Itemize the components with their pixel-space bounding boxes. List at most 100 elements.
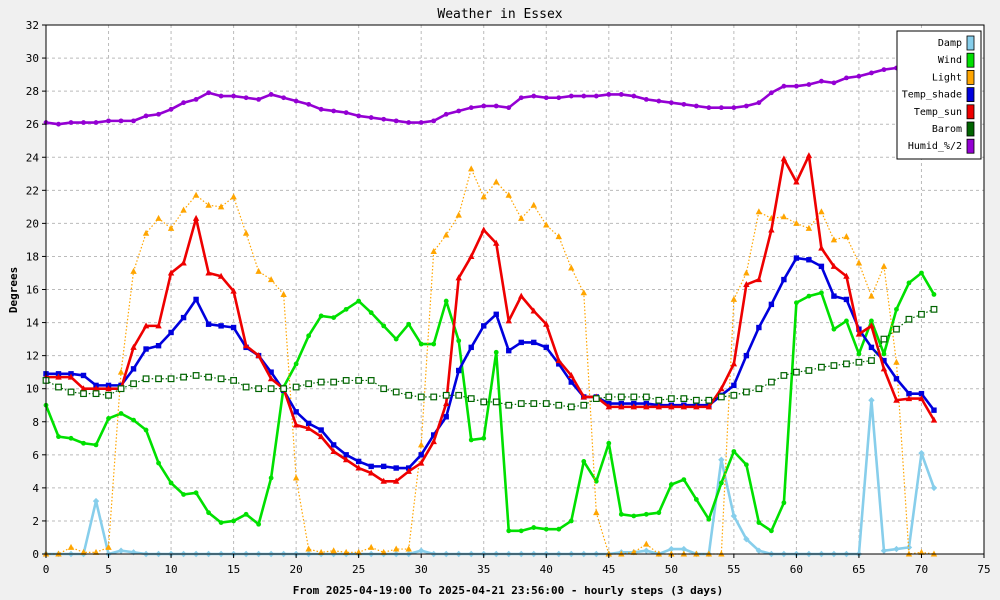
data-point — [242, 383, 250, 391]
data-point — [781, 500, 787, 506]
data-point — [680, 395, 688, 403]
data-point — [481, 435, 487, 441]
data-point — [343, 306, 349, 312]
data-point — [855, 259, 863, 266]
data-point — [843, 233, 850, 240]
legend-label: Light — [932, 72, 962, 83]
data-point — [756, 100, 762, 106]
y-tick-label: 14 — [26, 317, 40, 330]
data-point — [630, 403, 638, 410]
data-point — [493, 311, 499, 317]
data-point — [256, 521, 262, 527]
data-point — [868, 357, 875, 364]
data-point — [318, 106, 324, 112]
y-tick-label: 2 — [32, 515, 39, 528]
data-point — [768, 90, 774, 96]
data-point — [730, 295, 738, 302]
x-tick-label: 30 — [415, 563, 428, 576]
data-point — [794, 83, 799, 89]
data-point — [155, 343, 162, 349]
data-point — [456, 108, 462, 114]
data-point — [355, 548, 362, 555]
data-point — [655, 403, 663, 410]
data-point — [168, 329, 174, 336]
data-point — [656, 98, 662, 104]
data-point — [493, 239, 500, 246]
data-point — [818, 263, 825, 270]
data-point — [731, 105, 737, 111]
data-point — [730, 391, 738, 399]
legend-swatch — [966, 104, 975, 120]
data-point — [468, 165, 475, 172]
data-point — [456, 338, 462, 344]
data-point — [268, 475, 274, 481]
data-point — [543, 95, 549, 101]
data-point — [505, 317, 512, 324]
data-point — [506, 347, 512, 354]
data-point — [844, 318, 849, 324]
data-point — [706, 105, 712, 111]
data-point — [130, 343, 137, 350]
data-point — [393, 336, 399, 342]
data-point — [593, 509, 600, 516]
data-point — [455, 274, 462, 281]
data-point — [131, 118, 136, 124]
data-point — [80, 548, 87, 555]
legend-swatch — [966, 70, 975, 85]
data-point — [906, 280, 912, 286]
data-point — [743, 535, 750, 543]
data-point — [217, 375, 225, 383]
data-point — [755, 276, 763, 283]
data-point — [731, 449, 737, 454]
data-point — [92, 385, 100, 392]
data-point — [667, 395, 675, 403]
data-point — [392, 545, 400, 552]
data-point — [805, 224, 813, 231]
data-point — [868, 292, 875, 299]
data-point — [743, 352, 750, 359]
data-point — [780, 155, 788, 162]
data-point — [880, 262, 888, 269]
y-tick-label: 26 — [26, 118, 39, 131]
data-point — [168, 106, 174, 112]
data-point — [493, 349, 499, 355]
data-point — [506, 105, 512, 111]
data-point — [531, 339, 537, 346]
data-point — [193, 96, 199, 102]
data-point — [468, 252, 475, 259]
data-point — [881, 351, 887, 357]
data-point — [106, 118, 111, 124]
data-point — [443, 298, 449, 304]
data-point — [393, 465, 399, 471]
series-line-temp-shade — [46, 256, 936, 470]
data-point — [755, 208, 763, 215]
data-point — [256, 96, 262, 102]
data-point — [105, 385, 112, 392]
data-point — [730, 360, 738, 367]
data-point — [317, 433, 325, 440]
data-point — [205, 201, 212, 208]
data-point — [780, 372, 788, 379]
data-point — [930, 484, 938, 492]
data-point — [293, 361, 299, 367]
data-point — [480, 398, 488, 406]
data-point — [743, 269, 750, 276]
data-point — [355, 458, 362, 465]
y-tick-label: 10 — [26, 383, 39, 396]
data-point — [893, 376, 900, 382]
data-point — [893, 545, 900, 553]
data-point — [530, 400, 538, 407]
data-point — [643, 540, 650, 547]
data-point — [181, 100, 186, 106]
data-point — [480, 226, 487, 233]
data-point — [643, 96, 649, 102]
data-point — [531, 93, 537, 99]
data-point — [705, 396, 713, 404]
data-point — [367, 377, 375, 384]
series-temp-sun — [42, 152, 938, 484]
data-point — [518, 292, 525, 299]
data-point — [755, 385, 763, 393]
data-point — [130, 549, 137, 556]
x-tick-label: 75 — [977, 563, 990, 576]
data-point — [493, 178, 500, 185]
